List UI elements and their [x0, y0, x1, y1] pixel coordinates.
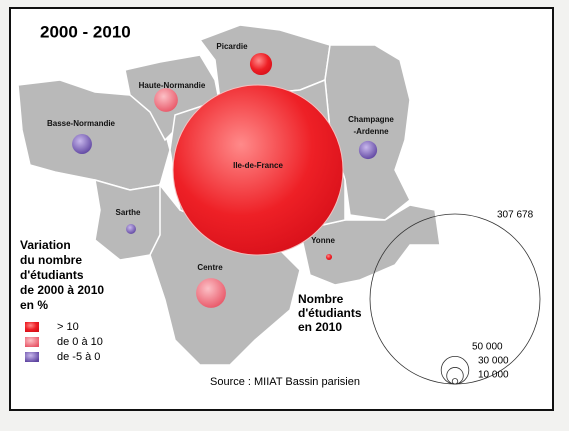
legend-title: d'étudiants: [20, 268, 84, 282]
region-label: Ile-de-France: [233, 161, 283, 170]
legend-label: de -5 à 0: [57, 351, 100, 363]
region-label: -Ardenne: [353, 127, 389, 136]
size-legend-label: 30 000: [478, 356, 509, 367]
region-circle: [72, 134, 92, 154]
region-label: Yonne: [311, 236, 335, 245]
legend-title: du nombre: [20, 253, 82, 267]
region-circle: [172, 84, 344, 256]
size-legend-title: Nombre: [298, 292, 344, 306]
legend-swatch: [25, 352, 39, 362]
size-legend-circle: [451, 378, 459, 385]
legend-label: > 10: [57, 321, 79, 333]
legend-title: en %: [20, 298, 48, 312]
region-circle: [126, 224, 136, 234]
size-legend-label: 307 678: [497, 210, 534, 221]
region-label: Haute-Normandie: [139, 81, 206, 90]
legend-swatch: [25, 322, 39, 332]
source: Source : MIIAT Bassin parisien: [210, 376, 360, 388]
region-circle: [325, 253, 333, 261]
region-circle: [249, 52, 273, 76]
size-legend-title: en 2010: [298, 320, 342, 334]
region-label: Basse-Normandie: [47, 119, 116, 128]
map-title: 2000 - 2010: [40, 22, 131, 41]
region-circle: [358, 140, 378, 160]
legend-swatch: [25, 337, 39, 347]
region-circle: [196, 278, 226, 308]
size-legend-label: 50 000: [472, 342, 503, 353]
region-label: Sarthe: [116, 208, 141, 217]
size-legend-title: d'étudiants: [298, 306, 362, 320]
size-legend-label: 10 000: [478, 370, 509, 381]
region-label: Centre: [197, 263, 223, 272]
region-label: Picardie: [216, 42, 248, 51]
region-circle: [154, 88, 178, 112]
legend-title: de 2000 à 2010: [20, 283, 104, 297]
legend-title: Variation: [20, 238, 71, 252]
legend-label: de 0 à 10: [57, 336, 103, 348]
region-label: Champagne: [348, 115, 394, 124]
